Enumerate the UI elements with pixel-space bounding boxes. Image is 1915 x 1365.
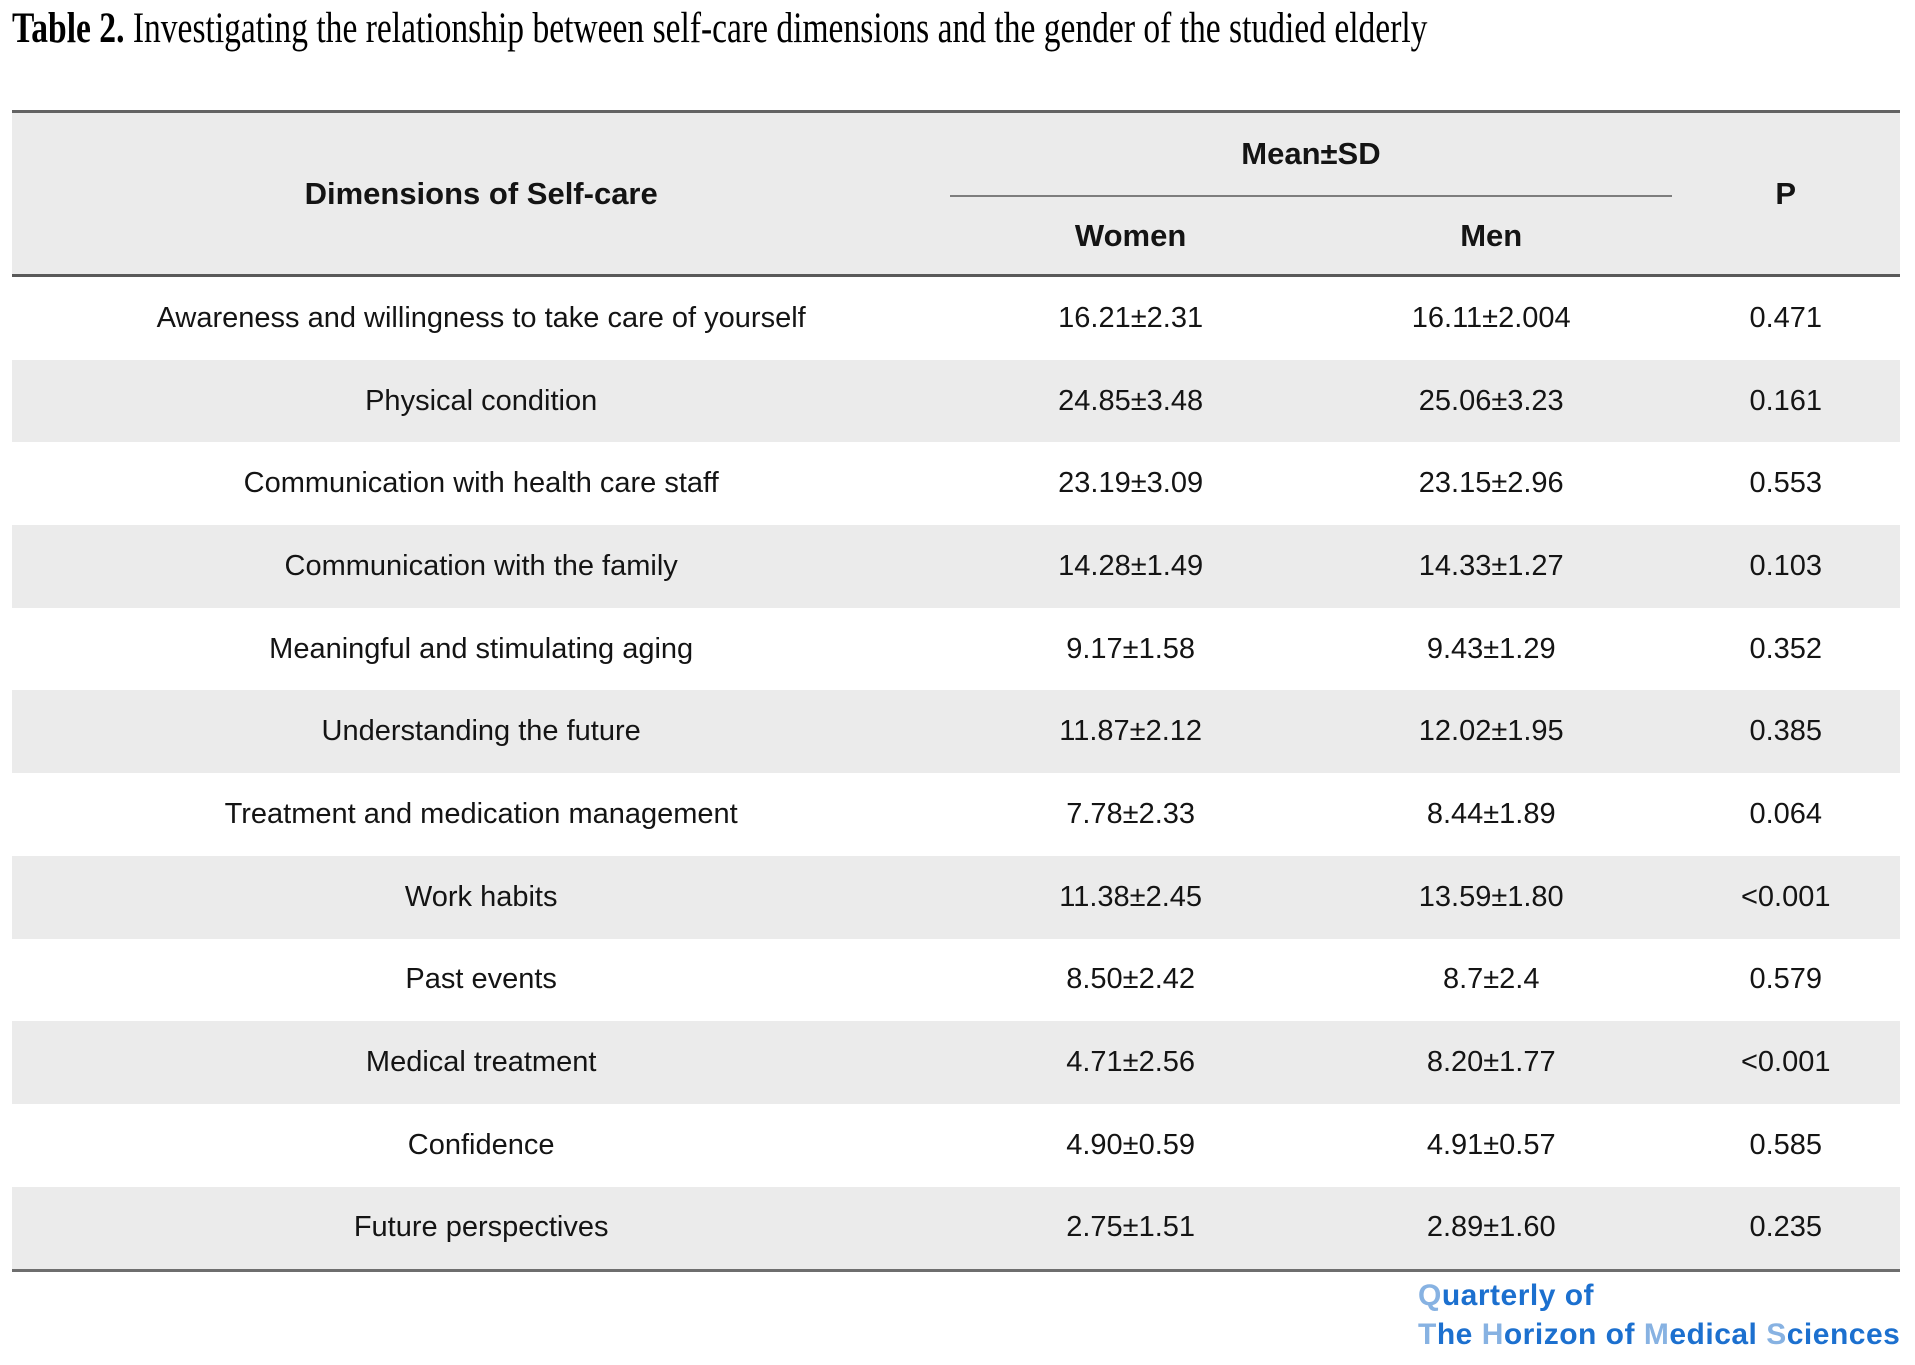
men-mean-cell: 4.91±0.57: [1426, 1128, 1556, 1161]
men-mean-cell: 8.20±1.77: [1426, 1046, 1556, 1079]
mean-sd-label: Mean±SD: [1241, 136, 1381, 171]
p-value-cell: 0.352: [1749, 632, 1823, 665]
p-value-cell: 0.579: [1749, 963, 1823, 996]
table-row: Understanding the future 11.87±2.12 12.0…: [12, 690, 1900, 774]
table-row: Meaningful and stimulating aging 9.17±1.…: [12, 607, 1900, 691]
mean-sd-subcolumns: Women Men: [950, 197, 1671, 274]
dimension-cell: Physical condition: [365, 384, 598, 417]
table-row: Work habits 11.38±2.45 13.59±1.80 <0.001: [12, 855, 1900, 939]
table-row: Physical condition 24.85±3.48 25.06±3.23…: [12, 359, 1900, 443]
table-number-label: Table 2.: [12, 5, 125, 52]
dimension-cell: Meaningful and stimulating aging: [269, 632, 694, 665]
women-mean-cell: 4.90±0.59: [1066, 1128, 1196, 1161]
p-value-cell: 0.385: [1749, 715, 1823, 748]
table-row: Medical treatment 4.71±2.56 8.20±1.77 <0…: [12, 1021, 1900, 1104]
women-mean-cell: 11.87±2.12: [1059, 715, 1203, 748]
p-value-cell: 0.553: [1749, 467, 1823, 500]
p-value-cell: 0.235: [1749, 1211, 1823, 1244]
women-mean-cell: 16.21±2.31: [1058, 301, 1204, 334]
p-value-cell: 0.064: [1749, 797, 1823, 830]
journal-logo: Quarterly of The Horizon of Medical Scie…: [1418, 1276, 1900, 1354]
women-mean-cell: 23.19±3.09: [1058, 467, 1204, 500]
dimension-column-header: Dimensions of Self-care: [304, 175, 658, 211]
table-caption: Investigating the relationship between s…: [124, 5, 1428, 52]
table-header: Dimensions of Self-care Mean±SD Women Me…: [12, 110, 1900, 277]
table-row: Confidence 4.90±0.59 4.91±0.57 0.585: [12, 1103, 1900, 1187]
women-mean-cell: 2.75±1.51: [1066, 1211, 1196, 1244]
dimension-cell: Treatment and medication management: [224, 797, 738, 830]
men-mean-cell: 2.89±1.60: [1426, 1211, 1556, 1244]
page-title: Table 2. Investigating the relationship …: [12, 4, 1827, 53]
dimension-cell: Confidence: [407, 1128, 555, 1161]
table-row: Treatment and medication management 7.78…: [12, 773, 1900, 856]
women-mean-cell: 24.85±3.48: [1058, 384, 1204, 417]
dimension-cell: Understanding the future: [321, 715, 641, 748]
p-column-header: P: [1775, 175, 1797, 211]
men-mean-cell: 9.43±1.29: [1426, 632, 1556, 665]
men-mean-cell: 14.33±1.27: [1418, 549, 1564, 582]
women-mean-cell: 14.28±1.49: [1058, 549, 1204, 582]
men-mean-cell: 16.11±2.004: [1411, 301, 1571, 334]
p-value-cell: 0.585: [1749, 1128, 1823, 1161]
men-mean-cell: 8.7±2.4: [1442, 963, 1540, 996]
table-row: Past events 8.50±2.42 8.7±2.4 0.579: [12, 938, 1900, 1022]
men-mean-cell: 13.59±1.80: [1418, 880, 1564, 913]
p-value-cell: 0.161: [1749, 384, 1823, 417]
journal-logo-line2: The Horizon of Medical Sciences: [1418, 1318, 1901, 1351]
table-row: Communication with the family 14.28±1.49…: [12, 525, 1900, 608]
mean-sd-group-header: Mean±SD Women Men: [950, 113, 1672, 274]
results-table: Dimensions of Self-care Mean±SD Women Me…: [12, 110, 1900, 1273]
women-column-header: Women: [1074, 217, 1187, 253]
women-mean-cell: 11.38±2.45: [1059, 880, 1203, 913]
mean-sd-underline: [950, 195, 1672, 197]
table-row: Awareness and willingness to take care o…: [12, 277, 1900, 360]
women-mean-cell: 4.71±2.56: [1066, 1046, 1196, 1079]
men-mean-cell: 25.06±3.23: [1418, 384, 1564, 417]
table-row: Communication with health care staff 23.…: [12, 442, 1900, 526]
p-value-cell: <0.001: [1740, 880, 1831, 913]
journal-logo-line1: Quarterly of: [1418, 1279, 1595, 1312]
dimension-cell: Awareness and willingness to take care o…: [156, 301, 806, 334]
dimension-cell: Work habits: [404, 880, 558, 913]
women-mean-cell: 9.17±1.58: [1066, 632, 1196, 665]
dimension-cell: Communication with the family: [284, 549, 678, 582]
table-row: Future perspectives 2.75±1.51 2.89±1.60 …: [12, 1186, 1900, 1273]
p-value-cell: 0.471: [1749, 301, 1823, 334]
p-value-cell: 0.103: [1749, 549, 1823, 582]
men-column-header: Men: [1460, 217, 1523, 253]
dimension-cell: Past events: [405, 963, 557, 996]
dimension-cell: Communication with health care staff: [243, 467, 719, 500]
men-mean-cell: 12.02±1.95: [1418, 715, 1564, 748]
p-value-cell: <0.001: [1740, 1046, 1831, 1079]
dimension-cell: Medical treatment: [365, 1046, 597, 1079]
dimension-cell: Future perspectives: [353, 1211, 609, 1244]
women-mean-cell: 7.78±2.33: [1066, 797, 1196, 830]
women-mean-cell: 8.50±2.42: [1066, 963, 1196, 996]
men-mean-cell: 23.15±2.96: [1418, 467, 1564, 500]
men-mean-cell: 8.44±1.89: [1426, 797, 1556, 830]
